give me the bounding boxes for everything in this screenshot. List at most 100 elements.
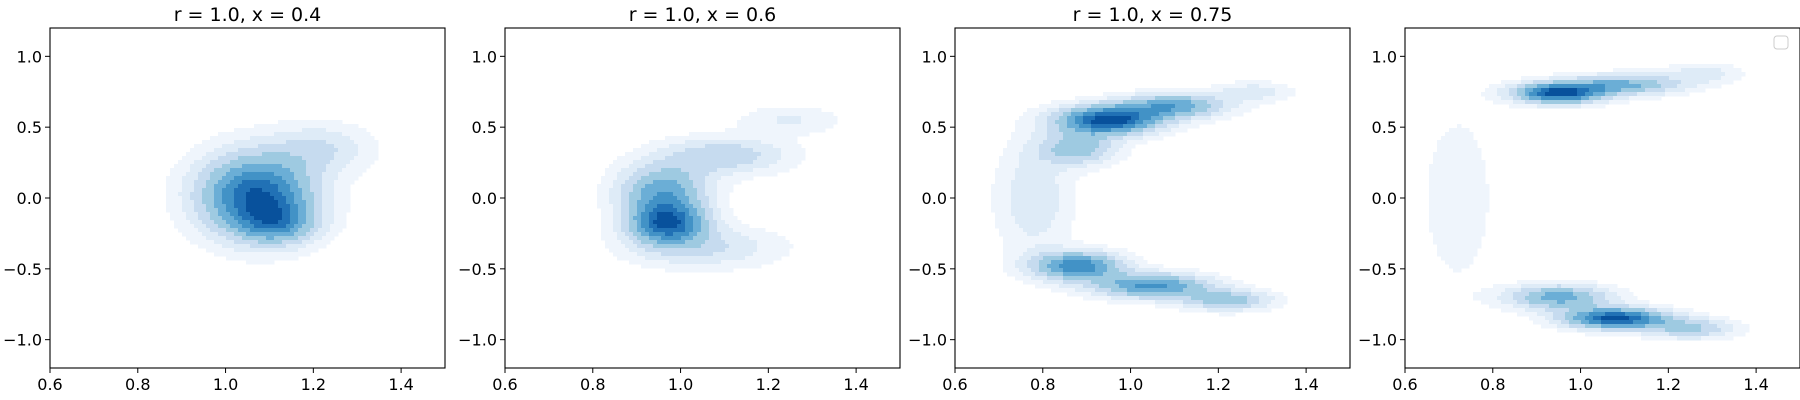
- density-cell: [326, 164, 347, 169]
- density-cell: [1019, 268, 1032, 273]
- density-cell: [613, 220, 622, 225]
- density-cell: [1011, 204, 1060, 209]
- density-cell: [641, 176, 690, 181]
- density-cell: [166, 208, 183, 213]
- density-cell: [689, 232, 698, 237]
- density-cell: [1067, 124, 1080, 129]
- density-cell: [294, 196, 303, 201]
- density-cell: [1059, 124, 1068, 129]
- density-cell: [705, 240, 726, 245]
- density-cell: [1095, 264, 1108, 269]
- density-cell: [1063, 132, 1092, 137]
- density-cell: [1565, 300, 1594, 305]
- density-cell: [306, 232, 315, 237]
- density-cell: [1541, 324, 1558, 329]
- density-cell: [733, 172, 778, 177]
- density-cell: [1163, 120, 1180, 125]
- density-cell: [1075, 96, 1108, 101]
- density-cell: [1103, 248, 1128, 253]
- density-cell: [166, 192, 179, 197]
- density-cell: [202, 192, 215, 197]
- density-cell: [338, 148, 359, 153]
- density-cell: [282, 192, 295, 197]
- density-cell: [1055, 216, 1076, 221]
- density-contours: [1429, 64, 1750, 341]
- density-cell: [1657, 80, 1682, 85]
- density-cell: [1011, 200, 1060, 205]
- density-cell: [1533, 320, 1550, 325]
- density-cell: [713, 212, 722, 217]
- density-cell: [250, 220, 263, 225]
- density-cell: [170, 172, 187, 177]
- density-cell: [1063, 268, 1096, 273]
- density-cell: [1605, 312, 1626, 317]
- subplot-2: 0.6 0.8 1.0 1.2 1.4 −1.0 −0.5 0.0 0.5 1.0 r = 1.0,…: [458, 4, 901, 394]
- density-cell: [1533, 80, 1554, 85]
- density-cell: [1127, 256, 1144, 261]
- density-cell: [1051, 224, 1072, 229]
- density-cell: [290, 188, 303, 193]
- density-cell: [1437, 244, 1482, 249]
- density-cell: [306, 164, 327, 169]
- density-cell: [1537, 92, 1546, 97]
- density-cell: [230, 212, 239, 217]
- density-cell: [1191, 120, 1216, 125]
- density-cell: [721, 208, 734, 213]
- density-cell: [262, 220, 279, 225]
- density-cell: [613, 204, 622, 209]
- density-cell: [1027, 232, 1040, 237]
- density-cell: [725, 220, 742, 225]
- density-cell: [1701, 328, 1722, 333]
- density-cell: [1211, 112, 1224, 117]
- density-cell: [1003, 240, 1084, 245]
- density-cell: [1517, 92, 1526, 97]
- density-cell: [717, 188, 734, 193]
- density-cell: [1155, 120, 1164, 125]
- density-cell: [617, 236, 630, 241]
- density-cell: [194, 188, 203, 193]
- density-cell: [1521, 288, 1542, 293]
- density-cell: [601, 236, 618, 241]
- density-cell: [246, 192, 271, 197]
- density-cell: [322, 184, 335, 189]
- density-cell: [214, 200, 223, 205]
- density-cell: [705, 144, 742, 149]
- density-cell: [1047, 128, 1060, 133]
- density-cell: [701, 224, 710, 229]
- density-cell: [1115, 152, 1132, 157]
- density-cell: [1003, 152, 1020, 157]
- density-cell: [749, 112, 834, 117]
- density-cell: [170, 216, 187, 221]
- density-cell: [705, 184, 718, 189]
- density-cell: [757, 244, 794, 249]
- density-cell: [214, 168, 231, 173]
- density-cell: [1609, 100, 1630, 105]
- density-cell: [1259, 296, 1276, 301]
- density-cell: [246, 200, 279, 205]
- density-cell: [1429, 172, 1486, 177]
- density-cell: [286, 224, 295, 229]
- density-cell: [334, 220, 347, 225]
- density-cell: [222, 192, 235, 197]
- density-cell: [1605, 84, 1642, 89]
- y-tick-label: 1.0: [17, 47, 42, 66]
- density-cell: [334, 144, 359, 149]
- density-cell: [306, 200, 315, 205]
- density-cell: [1673, 312, 1690, 317]
- density-cell: [330, 224, 347, 229]
- density-cell: [1131, 116, 1140, 121]
- density-cell: [1267, 304, 1284, 309]
- density-cell: [298, 180, 311, 185]
- density-cell: [1127, 264, 1140, 269]
- density-cell: [1059, 104, 1076, 109]
- density-cell: [210, 228, 227, 233]
- density-cell: [629, 228, 638, 233]
- x-tick-label: 1.0: [213, 375, 238, 394]
- density-cell: [1525, 88, 1534, 93]
- density-cell: [1039, 144, 1056, 149]
- density-cell: [649, 152, 674, 157]
- density-cell: [1429, 212, 1486, 217]
- density-cell: [1023, 272, 1036, 277]
- density-cell: [1545, 308, 1570, 313]
- density-cell: [641, 212, 650, 217]
